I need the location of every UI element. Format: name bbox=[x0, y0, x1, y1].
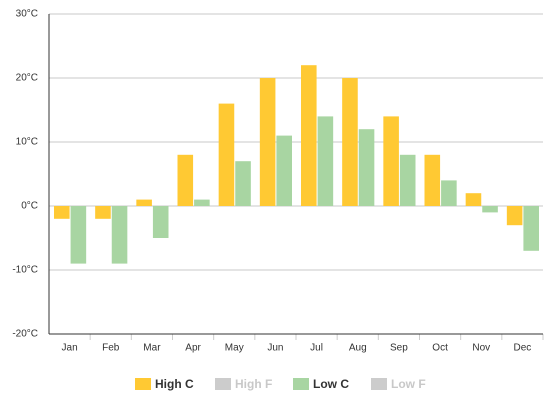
legend-swatch[interactable] bbox=[215, 378, 231, 390]
legend-label[interactable]: Low F bbox=[391, 377, 426, 391]
bar bbox=[136, 199, 152, 206]
bar bbox=[465, 193, 482, 206]
x-tick-label: Jul bbox=[310, 343, 323, 354]
x-tick-label: Aug bbox=[349, 343, 367, 354]
bar bbox=[70, 206, 87, 264]
x-tick-label: Nov bbox=[472, 343, 490, 354]
bar bbox=[235, 161, 251, 206]
x-tick-label: Mar bbox=[143, 343, 161, 354]
y-tick-label: 0°C bbox=[21, 201, 38, 212]
x-tick-label: Jun bbox=[267, 343, 283, 354]
bar bbox=[218, 103, 235, 206]
legend-swatch[interactable] bbox=[371, 378, 387, 390]
legend-label[interactable]: High F bbox=[235, 377, 272, 391]
bar bbox=[259, 78, 276, 206]
legend-label[interactable]: High C bbox=[155, 377, 194, 391]
y-tick-label: -20°C bbox=[12, 329, 38, 340]
bar bbox=[523, 206, 539, 251]
bar bbox=[482, 206, 498, 213]
x-tick-label: Apr bbox=[185, 343, 201, 354]
x-tick-label: Feb bbox=[102, 343, 120, 354]
bar bbox=[441, 180, 457, 206]
y-tick-label: 30°C bbox=[16, 9, 38, 20]
bar bbox=[358, 129, 375, 206]
bar bbox=[424, 154, 441, 206]
bar bbox=[194, 199, 210, 206]
bar bbox=[152, 206, 169, 238]
x-tick-label: Oct bbox=[432, 343, 448, 354]
legend-label[interactable]: Low C bbox=[313, 377, 349, 391]
y-tick-label: -10°C bbox=[12, 265, 38, 276]
bar bbox=[276, 135, 292, 206]
y-tick-label: 10°C bbox=[16, 137, 38, 148]
legend-swatch[interactable] bbox=[293, 378, 309, 390]
x-tick-label: Sep bbox=[390, 343, 408, 354]
x-tick-label: Dec bbox=[514, 343, 532, 354]
bar bbox=[399, 154, 416, 206]
x-tick-label: May bbox=[225, 343, 244, 354]
bar bbox=[317, 116, 334, 206]
bar bbox=[301, 65, 317, 206]
bar bbox=[54, 206, 70, 219]
bar bbox=[383, 116, 399, 206]
legend-swatch[interactable] bbox=[135, 378, 151, 390]
bar bbox=[95, 206, 111, 219]
bar bbox=[177, 154, 194, 206]
bar bbox=[342, 78, 358, 206]
bar bbox=[506, 206, 523, 226]
x-tick-label: Jan bbox=[62, 343, 78, 354]
bar bbox=[111, 206, 128, 264]
y-tick-label: 20°C bbox=[16, 73, 38, 84]
